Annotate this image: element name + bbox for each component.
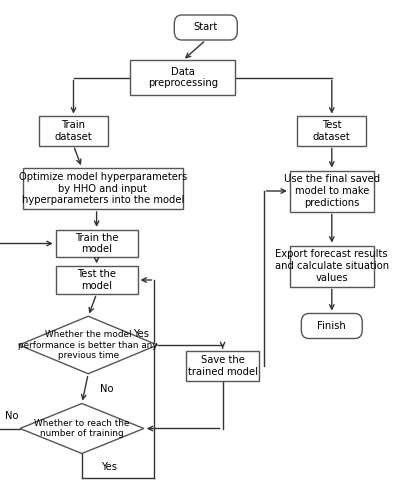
Bar	[297, 116, 367, 146]
Text: Optimize model hyperparameters
by HHO and input
hyperparameters into the model: Optimize model hyperparameters by HHO an…	[19, 172, 187, 205]
Text: Finish: Finish	[318, 321, 346, 331]
Text: Save the
trained model: Save the trained model	[188, 355, 257, 377]
Bar	[130, 60, 235, 94]
Polygon shape	[20, 404, 144, 454]
Text: Start: Start	[194, 22, 218, 32]
Bar	[23, 168, 183, 209]
Text: Export forecast results
and calculate situation
values: Export forecast results and calculate si…	[275, 250, 389, 282]
Text: Yes: Yes	[133, 329, 149, 339]
Text: Yes: Yes	[101, 462, 117, 471]
Text: No: No	[5, 411, 18, 421]
Bar	[56, 266, 138, 293]
Bar	[39, 116, 108, 146]
FancyBboxPatch shape	[174, 15, 237, 40]
Text: Train the
model: Train the model	[75, 232, 118, 254]
Text: Data
preprocessing: Data preprocessing	[148, 66, 218, 88]
Text: Train
dataset: Train dataset	[55, 120, 92, 142]
Text: Whether to reach the
number of training: Whether to reach the number of training	[34, 419, 130, 438]
Polygon shape	[19, 316, 158, 374]
Text: Test
dataset: Test dataset	[313, 120, 351, 142]
Text: Test the
model: Test the model	[77, 269, 116, 291]
Bar	[290, 246, 374, 286]
Bar	[56, 230, 138, 257]
Text: No: No	[100, 384, 114, 394]
FancyBboxPatch shape	[302, 314, 362, 338]
Bar	[186, 351, 259, 381]
Text: Use the final saved
model to make
predictions: Use the final saved model to make predic…	[284, 174, 380, 208]
Bar	[290, 170, 374, 211]
Text: Whether the model
performance is better than any
previous time: Whether the model performance is better …	[18, 330, 158, 360]
